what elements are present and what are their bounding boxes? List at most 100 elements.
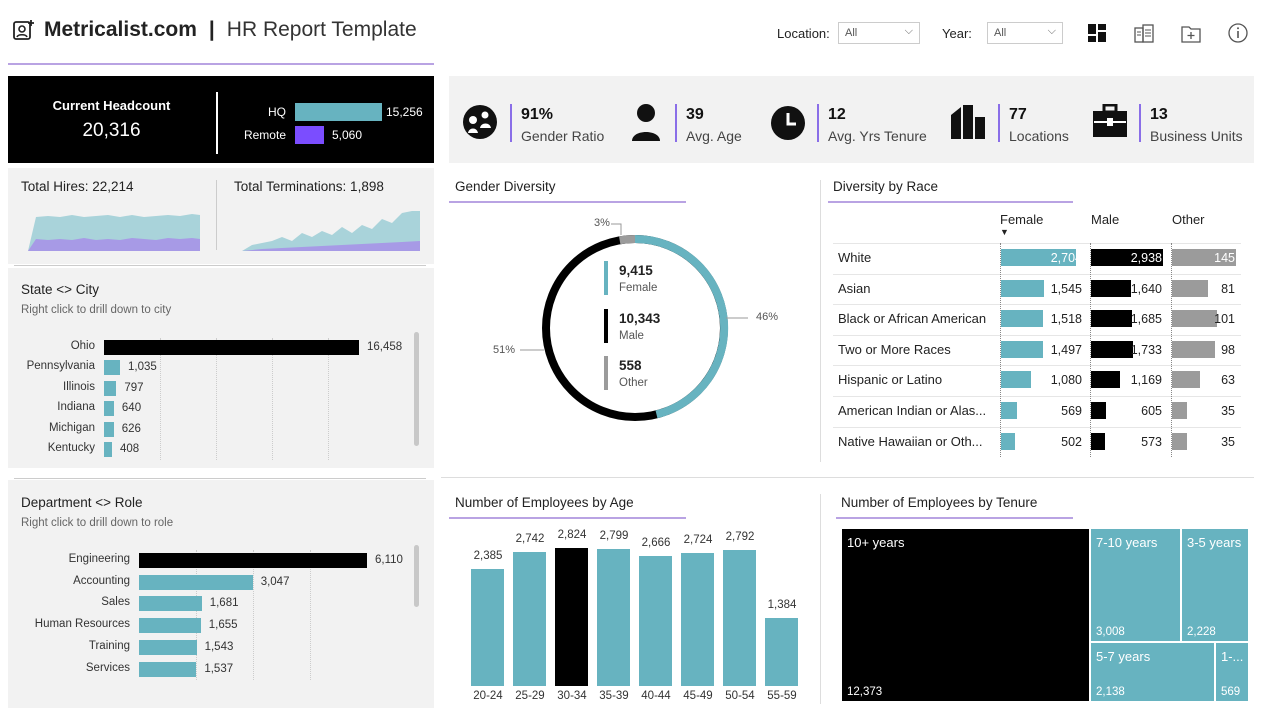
race-row[interactable] <box>833 273 1241 304</box>
race-other-bar[interactable] <box>1172 310 1217 328</box>
tenure-cell-10plus[interactable]: 10+ years 12,373 <box>842 529 1089 701</box>
age-bar[interactable] <box>723 549 756 686</box>
column-line <box>1000 243 1001 457</box>
age-label: 45-49 <box>683 690 713 702</box>
race-male-value: 1,169 <box>1130 373 1162 388</box>
dashboard-icon[interactable] <box>1086 22 1108 44</box>
tenure-value: 12,373 <box>847 686 883 698</box>
state-bar[interactable] <box>104 421 114 437</box>
col-other-header[interactable]: Other <box>1172 212 1205 227</box>
race-male-bar[interactable] <box>1091 340 1134 358</box>
brand-name: Metricalist.com <box>44 18 197 41</box>
title-underline <box>449 517 686 519</box>
kpi-separator <box>675 104 677 142</box>
race-other-bar[interactable] <box>1172 249 1236 266</box>
hq-bar[interactable] <box>295 103 382 121</box>
female-marker <box>604 261 608 295</box>
race-female-bar[interactable] <box>1001 371 1032 389</box>
tenure-cell-7-10[interactable]: 7-10 years 3,008 <box>1091 529 1180 641</box>
race-row[interactable] <box>833 396 1241 426</box>
age-title: Number of Employees by Age <box>455 495 634 510</box>
race-male-bar[interactable] <box>1091 402 1106 419</box>
divider <box>441 477 1254 478</box>
race-other-value: 35 <box>1221 434 1235 449</box>
gender-donut-chart[interactable] <box>500 210 800 440</box>
race-row[interactable] <box>833 365 1241 395</box>
gridline <box>253 550 254 680</box>
race-other-bar[interactable] <box>1172 402 1188 419</box>
department-bar[interactable] <box>139 618 201 634</box>
tenure-value: 2,138 <box>1096 686 1125 698</box>
age-bar[interactable] <box>513 552 546 686</box>
tenure-cell-5-7[interactable]: 5-7 years 2,138 <box>1091 643 1214 701</box>
state-bar[interactable] <box>104 380 117 396</box>
age-value: 2,799 <box>599 530 629 543</box>
race-male-bar[interactable] <box>1091 279 1132 297</box>
department-scrollbar[interactable] <box>414 545 419 607</box>
age-bar[interactable] <box>555 548 588 686</box>
age-bar[interactable] <box>639 555 672 686</box>
age-bar[interactable] <box>765 618 798 686</box>
state-bar[interactable] <box>104 360 121 376</box>
race-male-bar[interactable] <box>1091 249 1163 266</box>
year-dropdown[interactable]: All ⌵ <box>987 22 1063 44</box>
race-female-bar[interactable] <box>1001 402 1017 419</box>
tenure-value: 2,228 <box>1187 626 1216 638</box>
age-bar[interactable] <box>471 569 504 686</box>
race-female-bar[interactable] <box>1001 279 1045 297</box>
race-other-bar[interactable] <box>1172 432 1188 450</box>
race-row[interactable] <box>833 304 1241 334</box>
race-row[interactable] <box>833 426 1241 457</box>
race-female-bar[interactable] <box>1001 432 1015 450</box>
race-male-bar[interactable] <box>1091 432 1106 450</box>
age-bar[interactable] <box>681 552 714 686</box>
kpi-locations-value: 77 <box>1009 106 1027 123</box>
race-other-value: 81 <box>1221 281 1235 296</box>
race-female-bar[interactable] <box>1001 340 1043 358</box>
race-name: White <box>838 250 872 265</box>
race-male-bar[interactable] <box>1091 371 1120 389</box>
department-bar[interactable] <box>139 596 202 612</box>
info-icon[interactable] <box>1227 22 1249 44</box>
race-male-value: 1,733 <box>1130 342 1162 357</box>
race-other-bar[interactable] <box>1172 340 1216 358</box>
department-role-title: Department <> Role <box>21 495 143 510</box>
department-bar[interactable] <box>139 553 367 568</box>
age-bar[interactable] <box>597 549 630 686</box>
col-male-header[interactable]: Male <box>1091 212 1120 227</box>
sort-desc-icon[interactable]: ▼ <box>1000 227 1009 237</box>
report-icon[interactable] <box>1133 22 1155 44</box>
department-label: Engineering <box>68 553 130 565</box>
remote-bar[interactable] <box>295 126 324 144</box>
department-bar[interactable] <box>139 639 197 655</box>
title-underline <box>449 201 686 203</box>
department-bar[interactable] <box>139 661 197 677</box>
col-female-header[interactable]: Female <box>1000 212 1044 227</box>
race-row[interactable] <box>833 243 1241 273</box>
divider <box>820 180 821 462</box>
race-row[interactable] <box>833 334 1241 365</box>
race-other-bar[interactable] <box>1172 279 1208 297</box>
state-scrollbar[interactable] <box>414 332 419 446</box>
divider <box>216 180 217 250</box>
male-label: Male <box>619 330 644 342</box>
male-marker <box>604 309 608 343</box>
terminations-sparkline[interactable] <box>242 205 420 253</box>
department-bar[interactable] <box>139 574 253 590</box>
tenure-cell-1-3[interactable]: 1-... 569 <box>1216 643 1248 701</box>
race-female-bar[interactable] <box>1001 310 1044 328</box>
tenure-label: 10+ years <box>847 535 905 550</box>
location-dropdown[interactable]: All ⌵ <box>838 22 920 44</box>
tenure-cell-3-5[interactable]: 3-5 years 2,228 <box>1182 529 1248 641</box>
state-label: Michigan <box>48 421 95 434</box>
race-male-value: 2,938 <box>1130 251 1162 265</box>
race-other-bar[interactable] <box>1172 371 1200 389</box>
race-male-bar[interactable] <box>1091 310 1133 328</box>
hires-sparkline[interactable] <box>28 205 200 253</box>
state-bar[interactable] <box>104 442 112 457</box>
race-female-bar[interactable] <box>1001 249 1077 266</box>
other-label: Other <box>619 377 648 389</box>
add-folder-icon[interactable] <box>1180 22 1202 44</box>
state-bar[interactable] <box>104 401 114 417</box>
state-bar[interactable] <box>104 340 359 355</box>
